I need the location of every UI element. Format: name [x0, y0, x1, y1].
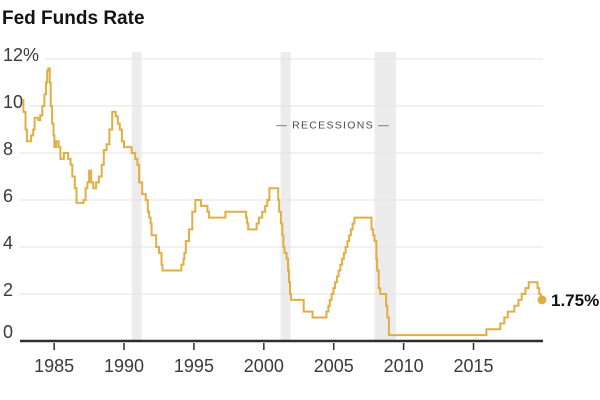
- chart-title: Fed Funds Rate: [2, 8, 145, 29]
- x-axis-label: 1990: [104, 356, 144, 376]
- x-axis-label: 2015: [453, 356, 493, 376]
- recession-band: [131, 52, 142, 341]
- x-axis-label: 1985: [34, 356, 74, 376]
- x-axis-label: 2000: [244, 356, 284, 376]
- recession-bands: [131, 52, 396, 341]
- x-axis: 1985 1990 1995 2000 2005 2010 2015: [20, 339, 543, 376]
- end-value-label: 1.75%: [551, 291, 599, 310]
- recession-band: [280, 52, 291, 341]
- y-axis-label: 12%: [3, 45, 39, 65]
- x-axis-label: 1995: [174, 356, 214, 376]
- end-dot: [537, 295, 547, 305]
- recessions-annotation: — RECESSIONS —: [276, 119, 390, 131]
- y-axis-label: 10: [3, 92, 23, 112]
- y-axis-label: 8: [3, 139, 13, 159]
- x-axis-label: 2005: [314, 356, 354, 376]
- rate-line: [22, 67, 542, 337]
- x-axis-label: 2010: [384, 356, 424, 376]
- y-axis-label: 4: [3, 233, 13, 253]
- y-axis-label: 2: [3, 280, 13, 300]
- gridlines: 0 2 4 6 8 10 12%: [3, 45, 543, 342]
- y-axis-label: 0: [3, 322, 13, 342]
- rate-line-series: [22, 67, 547, 337]
- recession-band: [374, 52, 396, 341]
- y-axis-label: 6: [3, 186, 13, 206]
